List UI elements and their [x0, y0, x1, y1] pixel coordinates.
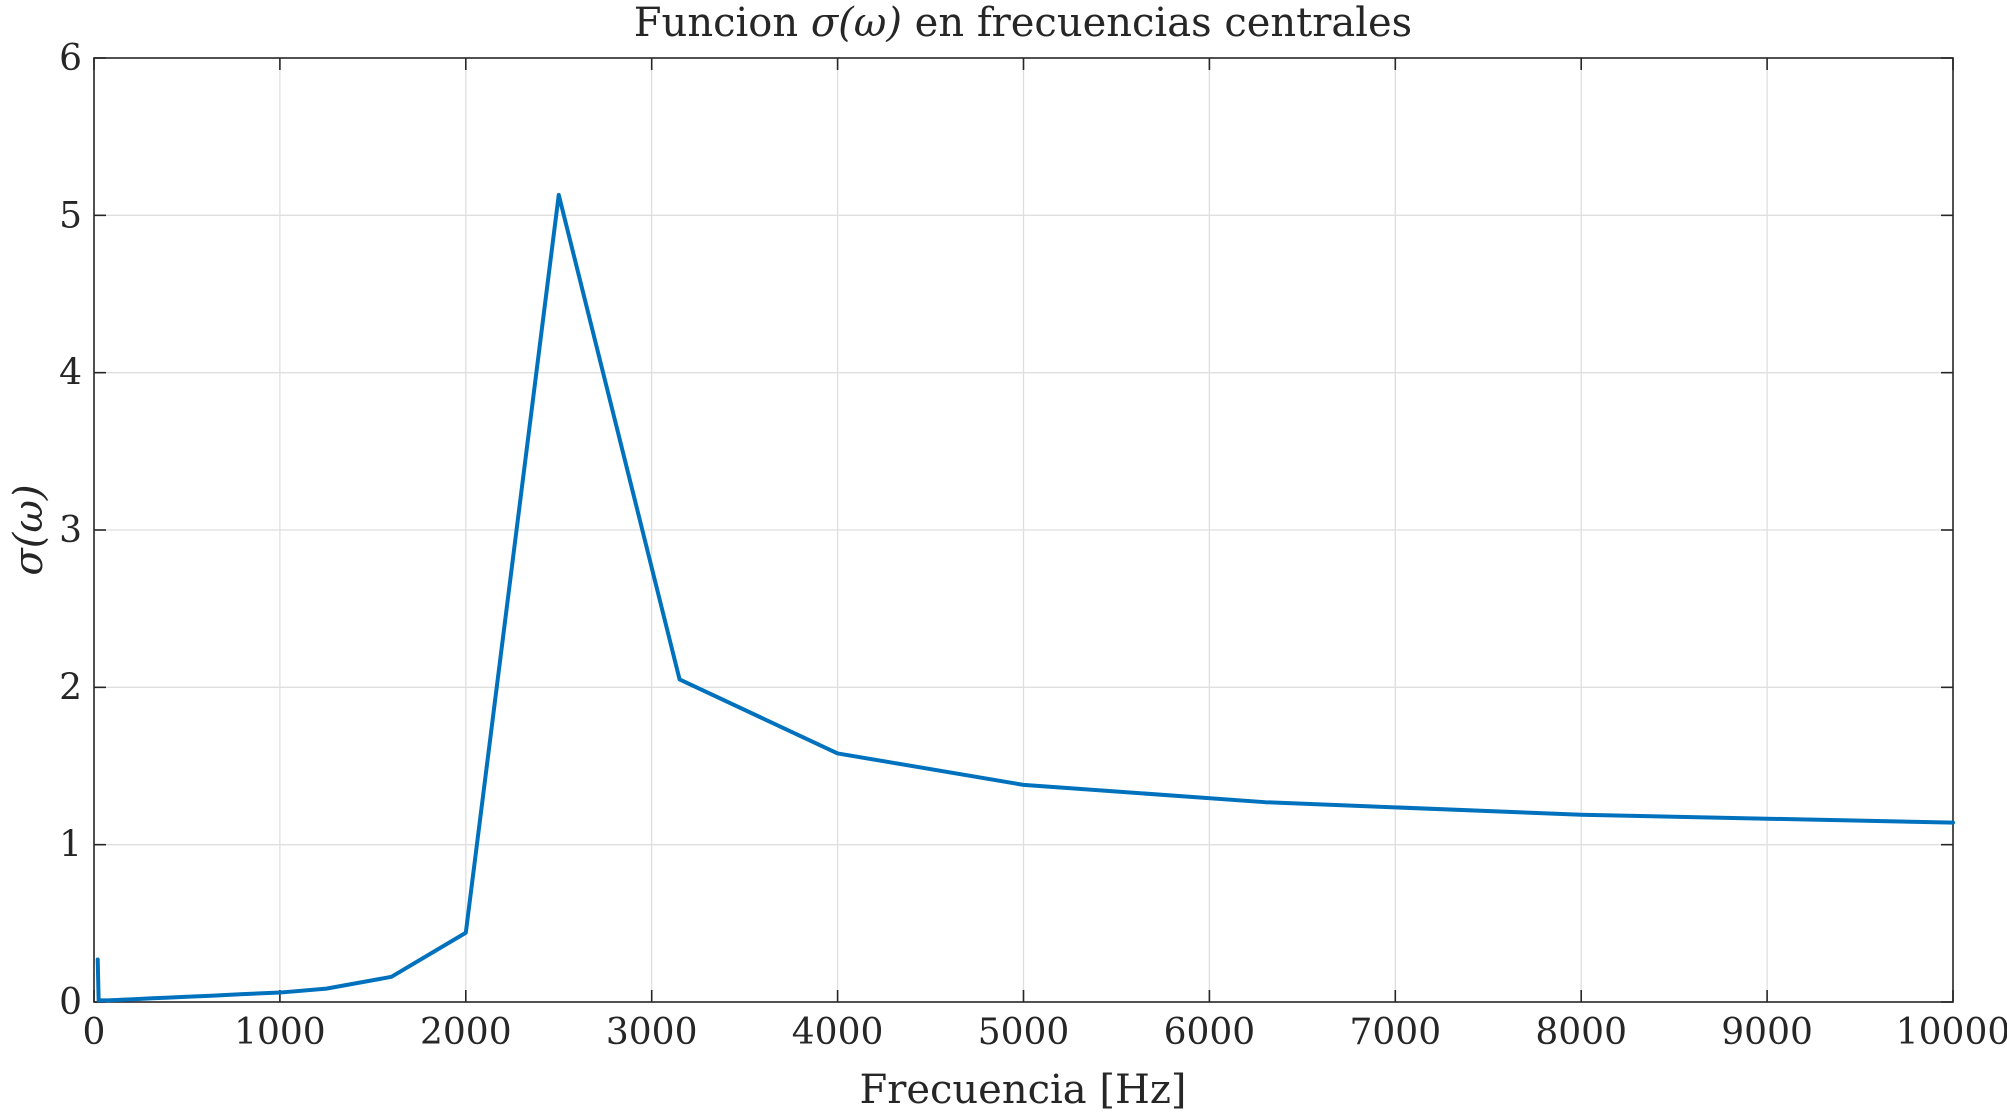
chart-title-post: en frecuencias centrales [902, 0, 1412, 46]
x-tick-label: 9000 [1721, 1012, 1813, 1053]
y-axis-label: σ(ω) [6, 484, 52, 575]
x-tick-label: 0 [83, 1012, 106, 1053]
y-tick-label: 6 [59, 38, 82, 79]
series-layer [95, 192, 1955, 1003]
chart-title-pre: Funcion [634, 0, 811, 46]
y-tick-labels: 0 1 2 3 4 5 6 [59, 38, 82, 1023]
x-tick-label: 5000 [978, 1012, 1070, 1053]
x-tick-label: 6000 [1164, 1012, 1256, 1053]
x-axis-label: Frecuencia [Hz] [859, 1067, 1186, 1113]
x-tick-label: 1000 [234, 1012, 326, 1053]
series-line [95, 192, 1955, 1003]
y-tick-label: 2 [59, 667, 82, 708]
x-tick-labels: 0 1000 2000 3000 4000 5000 6000 7000 8000 9000 100… [83, 1012, 2007, 1053]
plot-area-frame [93, 57, 1954, 1003]
grid-lines [94, 58, 1953, 1002]
y-tick-label: 0 [59, 982, 82, 1023]
chart-title: Funcion σ(ω) en frecuencias centrales [634, 0, 1412, 46]
y-tick-label: 5 [59, 195, 82, 236]
x-tick-label: 10000 [1896, 1012, 2007, 1053]
y-tick-label: 1 [59, 825, 82, 866]
y-tick-label: 3 [59, 510, 82, 551]
chart-title-symbol: σ(ω) [811, 0, 902, 46]
x-tick-label: 3000 [606, 1012, 698, 1053]
x-tick-label: 7000 [1349, 1012, 1441, 1053]
x-tick-label: 2000 [420, 1012, 512, 1053]
y-tick-label: 4 [59, 353, 82, 394]
x-tick-label: 8000 [1535, 1012, 1627, 1053]
x-tick-label: 4000 [792, 1012, 884, 1053]
